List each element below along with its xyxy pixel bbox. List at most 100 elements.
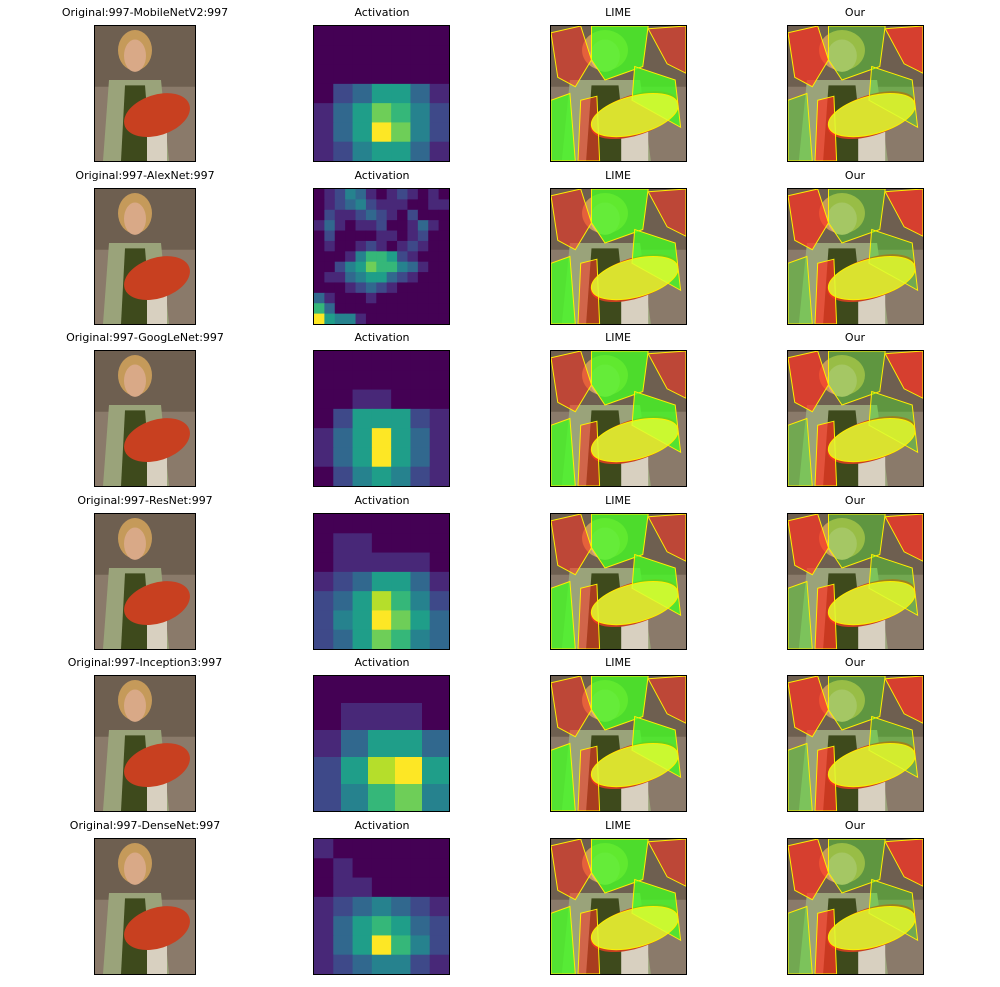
heatmap-cell [314,220,325,232]
lime-image [551,839,686,974]
heatmap-cell [314,408,334,429]
heatmap-cell [333,571,354,592]
heatmap-cell [428,209,440,221]
heatmap-cell [410,591,431,611]
heatmap-cell [345,282,357,294]
heatmap-cell [334,261,346,273]
original-image [95,676,195,811]
heatmap-cell [438,303,449,315]
heatmap-cell [410,935,431,956]
heatmap-cell [352,916,373,936]
lime-panel-title: LIME [605,656,631,669]
heatmap-cell [355,189,367,200]
heatmap-cell [333,858,354,879]
heatmap-cell [352,122,373,143]
heatmap-cell [386,282,398,294]
heatmap-cell [355,209,367,221]
heatmap-cell [314,389,334,410]
heatmap-cell [428,251,440,263]
heatmap-cell [391,839,411,859]
heatmap-cell [410,552,431,573]
heatmap-cell [397,313,408,324]
heatmap-cell [333,428,354,448]
heatmap-cell [324,209,336,221]
heatmap-cell [371,103,392,123]
heatmap-cell [391,26,411,46]
heatmap-cell [397,282,408,294]
heatmap-cell [371,916,392,936]
heatmap-cell [438,272,449,283]
heatmap-cell [429,141,449,161]
heatmap-cell [391,64,411,85]
lime-panel-title: LIME [605,819,631,832]
heatmap-cell [324,303,336,315]
heatmap-cell [371,629,392,649]
heatmap-cell [376,209,388,221]
activation-panel [313,838,450,975]
heatmap-cell [438,292,449,304]
heatmap-cell [391,858,411,879]
heatmap-cell [333,954,354,974]
heatmap-cell [438,282,449,294]
heatmap-cell [371,858,392,879]
heatmap-cell [376,189,388,200]
heatmap-cell [438,261,449,273]
lime-image [551,351,686,486]
heatmap-cell [334,292,346,304]
heatmap-cell [386,189,398,200]
heatmap-cell [376,313,388,324]
heatmap-cell [314,370,334,391]
lime-panel [550,675,687,812]
heatmap-cell [352,83,373,104]
heatmap-cell [407,303,419,315]
heatmap-cell [314,896,334,917]
heatmap-cell [334,230,346,242]
heatmap-cell [345,313,357,324]
heatmap-cell [410,370,431,391]
heatmap-cell [334,240,346,252]
heatmap-cell [314,313,325,324]
heatmap-cell [395,730,423,758]
heatmap-cell [371,389,392,410]
heatmap-cell [314,703,342,731]
heatmap-cell [429,896,449,917]
heatmap-cell [428,230,440,242]
heatmap-cell [324,292,336,304]
lime-panel [550,513,687,650]
heatmap-cell [345,251,357,263]
heatmap-cell [314,351,334,371]
heatmap-cell [324,220,336,232]
heatmap-cell [371,896,392,917]
heatmap-cell [352,428,373,448]
heatmap-cell [324,199,336,211]
heatmap-cell [391,103,411,123]
heatmap-cell [410,466,431,486]
heatmap-cell [395,784,423,811]
activation-image [314,514,449,649]
heatmap-cell [429,408,449,429]
heatmap-cell [417,292,429,304]
heatmap-cell [368,676,396,704]
heatmap-cell [355,230,367,242]
heatmap-cell [386,209,398,221]
heatmap-cell [345,303,357,315]
heatmap-cell [410,954,431,974]
heatmap-cell [407,251,419,263]
heatmap-cell [352,629,373,649]
heatmap-cell [365,292,377,304]
our-panel-title: Our [844,331,866,344]
original-image [95,351,195,486]
heatmap-cell [365,199,377,211]
heatmap-cell [333,629,354,649]
heatmap-cell [397,272,408,283]
activation-panel [313,675,450,812]
heatmap-cell [365,261,377,273]
heatmap-cell [417,272,429,283]
heatmap-cell [352,370,373,391]
original-panel [94,838,196,975]
heatmap-cell [352,64,373,85]
heatmap-cell [314,877,334,898]
lime-image [551,189,686,324]
heatmap-cell [391,83,411,104]
original-panel-title: Original:997-ResNet:997 [77,494,213,507]
